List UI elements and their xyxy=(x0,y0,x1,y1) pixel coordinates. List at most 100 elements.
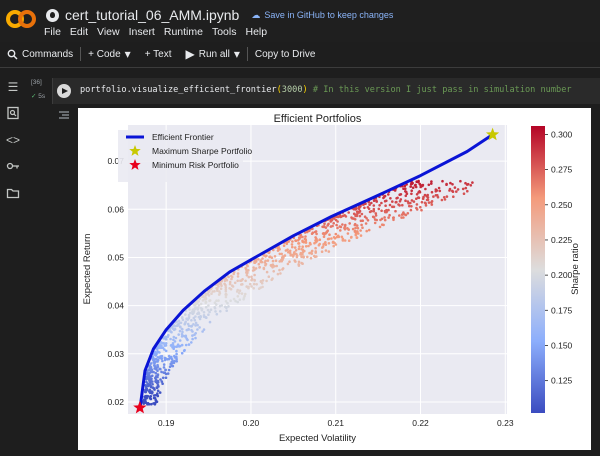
colorbar-tick-label: 0.125 xyxy=(551,376,573,386)
colorbar-label: Sharpe ratio xyxy=(570,243,581,295)
portfolio-point xyxy=(356,226,360,230)
portfolio-point xyxy=(194,324,197,327)
portfolio-point xyxy=(297,260,301,264)
min-risk-marker xyxy=(133,400,147,414)
portfolio-point xyxy=(419,205,422,209)
menu-view[interactable]: View xyxy=(97,26,120,38)
portfolio-point xyxy=(321,232,325,235)
legend-max-sharpe-swatch xyxy=(129,145,141,156)
portfolio-point xyxy=(155,347,159,351)
cloud-icon: ☁ xyxy=(251,9,261,20)
menu-file[interactable]: File xyxy=(44,26,61,38)
portfolio-point xyxy=(313,255,317,259)
portfolio-point xyxy=(148,364,152,367)
portfolio-point xyxy=(198,326,201,329)
chevron-down-icon[interactable]: ▾ xyxy=(233,47,240,61)
portfolio-point xyxy=(283,254,287,257)
portfolio-point xyxy=(150,402,153,406)
portfolio-point xyxy=(151,391,154,394)
portfolio-point xyxy=(417,196,421,200)
portfolio-point xyxy=(434,190,438,193)
commands-button[interactable]: Commands xyxy=(0,49,80,60)
menu-tools[interactable]: Tools xyxy=(211,26,237,38)
portfolio-point xyxy=(188,308,191,311)
code-cell[interactable] xyxy=(52,78,600,104)
menu-help[interactable]: Help xyxy=(245,26,268,38)
portfolio-point xyxy=(236,300,239,304)
key-icon[interactable] xyxy=(6,159,20,173)
portfolio-point xyxy=(445,183,448,186)
add-text-button[interactable]: + Text xyxy=(138,49,179,60)
portfolio-point xyxy=(392,205,396,209)
portfolio-point xyxy=(219,287,223,290)
portfolio-point xyxy=(239,279,242,282)
portfolio-point xyxy=(314,250,317,253)
portfolio-point xyxy=(278,252,282,256)
colab-logo[interactable] xyxy=(6,8,36,30)
portfolio-point xyxy=(427,201,431,204)
portfolio-point xyxy=(294,239,297,242)
portfolio-point xyxy=(336,226,339,230)
portfolio-point xyxy=(152,394,156,397)
portfolio-point xyxy=(145,388,149,392)
portfolio-point xyxy=(274,259,278,262)
portfolio-point xyxy=(380,217,384,221)
portfolio-point xyxy=(342,239,345,242)
portfolio-point xyxy=(231,284,234,287)
portfolio-point xyxy=(148,383,152,387)
code-icon[interactable]: <> xyxy=(6,133,21,147)
run-all-button[interactable]: ▶ Run all ▾ xyxy=(178,47,246,61)
copy-to-drive-label: Copy to Drive xyxy=(254,48,316,60)
portfolio-point xyxy=(162,342,166,345)
portfolio-point xyxy=(156,369,159,373)
portfolio-point xyxy=(359,234,363,237)
portfolio-point xyxy=(377,207,381,211)
legend-frontier-label: Efficient Frontier xyxy=(152,132,214,142)
portfolio-point xyxy=(187,324,191,328)
folder-icon[interactable] xyxy=(6,186,20,200)
portfolio-point xyxy=(224,288,228,291)
portfolio-point xyxy=(155,386,159,390)
portfolio-point xyxy=(154,398,158,402)
portfolio-point xyxy=(202,328,206,331)
chevron-down-icon[interactable]: ▾ xyxy=(124,47,131,61)
portfolio-point xyxy=(308,251,311,255)
save-github-link[interactable]: ☁ Save in GitHub to keep changes xyxy=(251,10,393,21)
y-tick-label: 0.05 xyxy=(107,252,124,262)
code-line[interactable]: portfolio.visualize_efficient_frontier(3… xyxy=(80,85,572,95)
menu-edit[interactable]: Edit xyxy=(69,26,89,38)
portfolio-point xyxy=(250,275,253,279)
search-icon[interactable] xyxy=(6,106,20,120)
portfolio-point xyxy=(424,204,428,207)
portfolio-point xyxy=(244,267,248,271)
output-menu-icon[interactable] xyxy=(58,110,70,120)
portfolio-point xyxy=(394,209,397,213)
portfolio-point xyxy=(167,354,171,358)
portfolio-point xyxy=(183,322,186,326)
portfolio-point xyxy=(354,214,357,218)
portfolio-point xyxy=(228,287,231,290)
portfolio-point xyxy=(415,203,419,206)
copy-to-drive-button[interactable]: Copy to Drive xyxy=(248,49,323,60)
portfolio-point xyxy=(176,324,179,327)
portfolio-point xyxy=(358,214,362,218)
menu-insert[interactable]: Insert xyxy=(128,26,155,38)
portfolio-point xyxy=(187,327,190,331)
run-all-label: Run all xyxy=(198,48,230,60)
run-cell-button[interactable] xyxy=(57,84,71,98)
notebook-title[interactable]: cert_tutorial_06_AMM.ipynb xyxy=(65,7,240,23)
portfolio-point xyxy=(336,220,339,223)
portfolio-point xyxy=(245,285,248,288)
portfolio-point xyxy=(261,257,264,260)
add-code-button[interactable]: + Code ▾ xyxy=(81,47,138,61)
portfolio-point xyxy=(149,375,152,378)
y-tick-label: 0.04 xyxy=(107,301,124,311)
portfolio-point xyxy=(199,302,203,306)
menu-runtime[interactable]: Runtime xyxy=(163,26,203,38)
portfolio-point xyxy=(361,226,364,229)
portfolio-point xyxy=(392,218,395,222)
portfolio-point xyxy=(455,190,458,193)
toc-icon[interactable]: ☰ xyxy=(7,80,19,94)
portfolio-point xyxy=(383,216,386,219)
portfolio-point xyxy=(202,315,206,319)
